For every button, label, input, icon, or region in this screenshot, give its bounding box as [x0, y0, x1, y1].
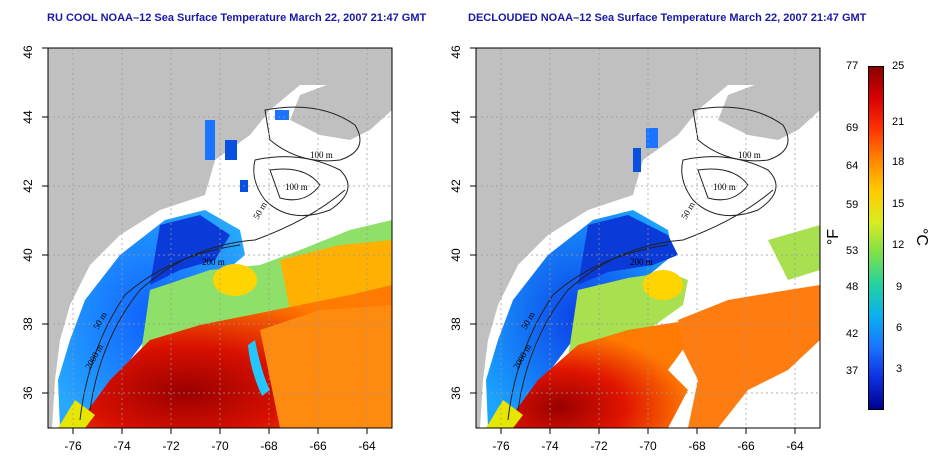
- x-tick-label: -68: [688, 439, 706, 453]
- y-tick-label: 40: [449, 248, 463, 262]
- celsius-tick: 3: [896, 363, 903, 375]
- map-content: 100 m 100 m 50 m 200 m 50 m 2000 m: [476, 48, 820, 428]
- celsius-tick: 12: [892, 239, 905, 251]
- sst-map-declouded: 100 m 100 m 50 m 200 m 50 m 2000 m -76 -…: [449, 45, 821, 453]
- y-axis: 36 38 40 42 44 46: [449, 45, 476, 400]
- isobath: [692, 106, 789, 162]
- fahrenheit-tick: 53: [846, 245, 859, 257]
- gridlines: [476, 48, 820, 428]
- x-tick-label: -66: [309, 439, 327, 453]
- x-tick-label: -70: [211, 439, 229, 453]
- x-axis: -76 -74 -72 -70 -68 -66 -64: [64, 428, 376, 453]
- celsius-unit-label: °C: [912, 228, 930, 246]
- x-tick-label: -68: [260, 439, 278, 453]
- celsius-tick: 9: [896, 281, 903, 293]
- land-mass: [476, 48, 820, 428]
- x-tick-label: -64: [786, 439, 804, 453]
- contour-label: 100 m: [310, 150, 333, 160]
- fahrenheit-tick: 77: [846, 60, 859, 72]
- isobath: [264, 106, 361, 162]
- y-tick-label: 46: [449, 45, 463, 59]
- celsius-tick: 25: [892, 60, 905, 72]
- fahrenheit-unit-label: °F: [825, 228, 843, 246]
- y-tick-label: 42: [449, 179, 463, 193]
- x-tick-label: -70: [639, 439, 657, 453]
- x-tick-label: -74: [541, 439, 559, 453]
- land-nova-scotia: [290, 70, 392, 140]
- fahrenheit-tick: 69: [846, 122, 859, 134]
- x-tick-label: -76: [492, 439, 510, 453]
- x-tick-label: -72: [162, 439, 180, 453]
- fahrenheit-tick: 37: [846, 365, 859, 377]
- y-tick-label: 46: [21, 45, 35, 59]
- y-tick-label: 42: [21, 179, 35, 193]
- fahrenheit-tick: 59: [846, 199, 859, 211]
- contour-label: 100 m: [285, 182, 308, 192]
- x-tick-label: -64: [358, 439, 376, 453]
- fahrenheit-tick: 64: [846, 160, 859, 172]
- sst-map-raw: 100 m 100 m 50 m 200 m 50 m 2000 m -76 -…: [21, 45, 393, 453]
- land-mass: [48, 48, 392, 428]
- x-tick-label: -76: [64, 439, 82, 453]
- celsius-tick: 21: [892, 116, 905, 128]
- x-tick-label: -66: [737, 439, 755, 453]
- fahrenheit-tick: 48: [846, 281, 859, 293]
- x-axis: -76 -74 -72 -70 -68 -66 -64: [492, 428, 804, 453]
- panel-title-raw: RU COOL NOAA–12 Sea Surface Temperature …: [47, 12, 427, 24]
- contour-label: 100 m: [713, 182, 736, 192]
- land-nova-scotia: [718, 70, 820, 140]
- contour-label: 200 m: [630, 257, 653, 267]
- isobath: [269, 168, 321, 201]
- temperature-colorbar: [868, 66, 884, 410]
- y-tick-label: 38: [21, 317, 35, 331]
- fahrenheit-tick: 42: [846, 328, 859, 340]
- y-tick-label: 36: [21, 386, 35, 400]
- y-tick-label: 44: [449, 110, 463, 124]
- celsius-tick: 6: [896, 322, 903, 334]
- panel-title-declouded: DECLOUDED NOAA–12 Sea Surface Temperatur…: [468, 12, 867, 24]
- y-tick-label: 38: [449, 317, 463, 331]
- isobath: [697, 168, 749, 201]
- contour-label: 100 m: [738, 150, 761, 160]
- gridlines: [48, 48, 392, 428]
- y-tick-label: 44: [21, 110, 35, 124]
- y-axis: 36 38 40 42 44 46: [21, 45, 48, 400]
- celsius-tick: 18: [892, 156, 905, 168]
- y-tick-label: 36: [449, 386, 463, 400]
- map-content: 100 m 100 m 50 m 200 m 50 m 2000 m: [48, 48, 392, 428]
- celsius-tick: 15: [892, 198, 905, 210]
- isobath: [79, 244, 241, 421]
- gulf-stream: [503, 322, 690, 428]
- x-tick-label: -72: [590, 439, 608, 453]
- y-tick-label: 40: [21, 248, 35, 262]
- x-tick-label: -74: [113, 439, 131, 453]
- contour-label: 200 m: [202, 257, 225, 267]
- isobath: [507, 244, 669, 421]
